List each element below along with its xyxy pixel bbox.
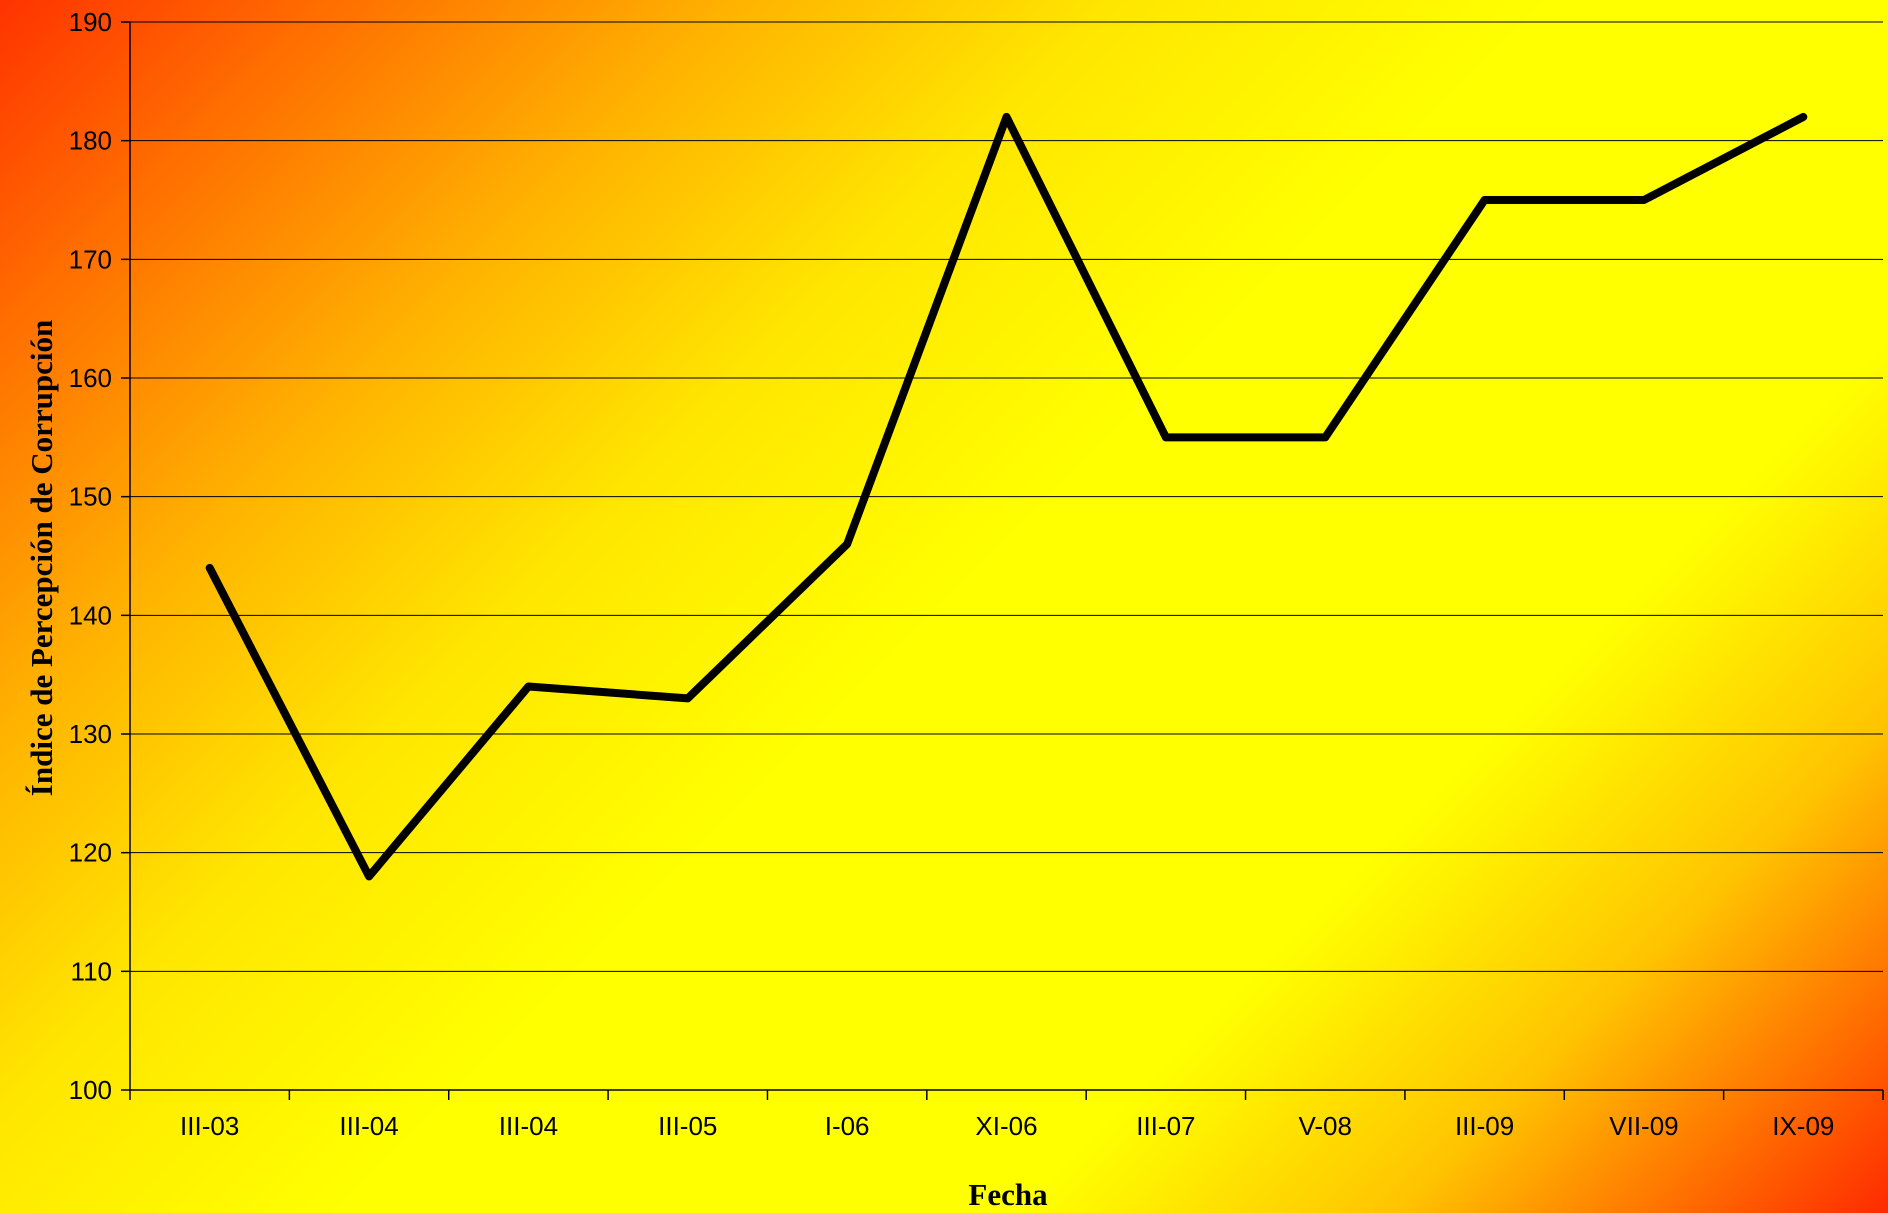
y-axis-title: Índice de Percepción de Corrupción (24, 320, 59, 796)
x-tick-label: III-05 (658, 1111, 717, 1141)
y-tick-label: 160 (69, 363, 112, 393)
x-tick-label: III-09 (1455, 1111, 1514, 1141)
data-point (1164, 436, 1167, 439)
data-point (1324, 436, 1327, 439)
x-tick-label: V-08 (1298, 1111, 1352, 1141)
x-tick-label: III-07 (1136, 1111, 1195, 1141)
x-tick-label: VII-09 (1609, 1111, 1678, 1141)
data-point (846, 543, 849, 546)
y-axis-ticks: 100 110 120 130 140 150 160 170 180 190 (69, 7, 130, 1105)
y-tick-label: 150 (69, 482, 112, 512)
y-tick-label: 110 (71, 956, 112, 986)
data-point (368, 875, 371, 878)
x-tick-label: I-06 (825, 1111, 870, 1141)
y-tick-label: 120 (69, 838, 112, 868)
y-tick-label: 170 (69, 244, 112, 274)
y-tick-label: 140 (69, 600, 112, 630)
data-point (1642, 199, 1645, 201)
data-point (1005, 115, 1008, 118)
data-point (1802, 115, 1805, 118)
gridlines (130, 21, 1883, 972)
data-point (686, 697, 689, 700)
y-tick-label: 190 (69, 7, 112, 37)
x-tick-label: III-03 (180, 1111, 239, 1141)
x-axis-ticks: III-03 III-04 III-04 III-05 I-06 XI-06 III-07 V… (129, 1090, 1884, 1141)
x-axis-title: Fecha (968, 1177, 1048, 1212)
y-tick-label: 180 (69, 126, 112, 156)
x-tick-label: III-04 (499, 1111, 558, 1141)
x-tick-label: III-04 (339, 1111, 398, 1141)
x-tick-label: XI-06 (975, 1111, 1037, 1141)
y-tick-label: 130 (69, 719, 112, 749)
data-point (527, 685, 530, 688)
x-tick-label: IX-09 (1772, 1111, 1834, 1141)
y-tick-label: 100 (69, 1075, 112, 1105)
data-point (1483, 199, 1486, 201)
series-layer (205, 112, 1808, 881)
data-point (208, 566, 211, 569)
